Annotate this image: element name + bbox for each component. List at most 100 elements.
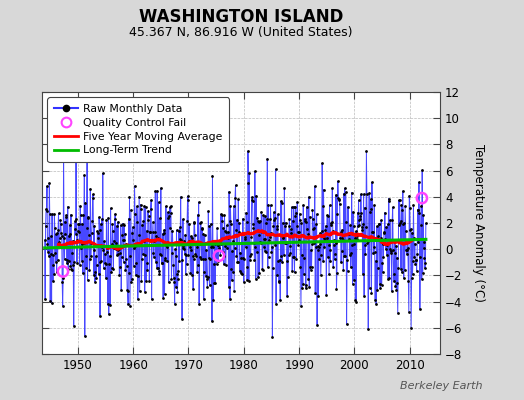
Point bbox=[217, 241, 225, 247]
Point bbox=[162, 244, 171, 251]
Point bbox=[206, 221, 215, 227]
Point bbox=[114, 250, 123, 257]
Point bbox=[392, 254, 401, 261]
Point bbox=[221, 242, 230, 249]
Point bbox=[85, 232, 93, 238]
Point bbox=[48, 262, 57, 268]
Point bbox=[257, 240, 265, 246]
Point bbox=[408, 271, 417, 278]
Point bbox=[345, 236, 353, 242]
Point bbox=[156, 215, 164, 222]
Point bbox=[284, 274, 292, 281]
Point bbox=[280, 252, 288, 258]
Point bbox=[210, 280, 219, 286]
Point bbox=[40, 237, 49, 243]
Point bbox=[167, 276, 176, 282]
Point bbox=[61, 218, 69, 225]
Point bbox=[89, 191, 97, 198]
Point bbox=[372, 301, 380, 307]
Point bbox=[348, 242, 356, 248]
Point bbox=[181, 232, 190, 238]
Point bbox=[353, 233, 362, 239]
Point bbox=[289, 254, 297, 260]
Point bbox=[67, 263, 75, 269]
Point bbox=[421, 260, 430, 266]
Point bbox=[158, 260, 166, 266]
Point bbox=[225, 188, 233, 195]
Point bbox=[394, 310, 402, 316]
Point bbox=[123, 263, 131, 269]
Point bbox=[239, 255, 247, 262]
Point bbox=[288, 268, 297, 274]
Point bbox=[384, 221, 392, 228]
Point bbox=[211, 280, 220, 286]
Point bbox=[368, 229, 377, 235]
Point bbox=[220, 212, 228, 218]
Point bbox=[392, 286, 400, 293]
Point bbox=[118, 220, 127, 227]
Point bbox=[160, 227, 168, 233]
Point bbox=[43, 183, 51, 189]
Point bbox=[141, 252, 149, 259]
Point bbox=[230, 203, 238, 209]
Point bbox=[82, 265, 90, 271]
Point bbox=[224, 229, 232, 235]
Point bbox=[59, 148, 68, 154]
Point bbox=[132, 260, 140, 266]
Point bbox=[326, 247, 335, 253]
Point bbox=[396, 220, 404, 226]
Point bbox=[266, 216, 274, 222]
Point bbox=[97, 220, 105, 227]
Point bbox=[315, 244, 323, 250]
Point bbox=[272, 223, 281, 230]
Point bbox=[328, 219, 336, 226]
Point bbox=[389, 270, 398, 277]
Point bbox=[365, 285, 374, 292]
Point bbox=[185, 244, 194, 250]
Point bbox=[358, 270, 367, 277]
Point bbox=[117, 286, 125, 293]
Point bbox=[298, 252, 307, 258]
Point bbox=[354, 197, 363, 204]
Point bbox=[210, 260, 218, 267]
Point bbox=[161, 255, 169, 262]
Point bbox=[240, 256, 248, 262]
Point bbox=[170, 275, 178, 282]
Point bbox=[98, 244, 106, 250]
Point bbox=[369, 250, 377, 256]
Point bbox=[101, 261, 110, 268]
Point bbox=[335, 201, 344, 207]
Point bbox=[104, 301, 112, 308]
Point bbox=[263, 216, 271, 222]
Point bbox=[41, 296, 49, 302]
Point bbox=[119, 259, 128, 265]
Point bbox=[235, 268, 244, 274]
Point bbox=[134, 296, 142, 302]
Point bbox=[127, 279, 136, 285]
Point bbox=[337, 248, 346, 254]
Point bbox=[355, 217, 364, 223]
Point bbox=[53, 257, 62, 264]
Point bbox=[191, 232, 199, 238]
Point bbox=[172, 227, 181, 234]
Point bbox=[143, 228, 151, 234]
Point bbox=[359, 221, 367, 227]
Point bbox=[147, 206, 155, 212]
Point bbox=[250, 168, 259, 174]
Point bbox=[226, 296, 234, 302]
Point bbox=[228, 248, 236, 254]
Point bbox=[185, 237, 193, 244]
Point bbox=[277, 200, 286, 206]
Point bbox=[241, 236, 249, 242]
Point bbox=[73, 259, 81, 266]
Point bbox=[181, 250, 189, 257]
Point bbox=[128, 276, 136, 282]
Point bbox=[236, 249, 244, 256]
Point bbox=[255, 219, 263, 225]
Point bbox=[189, 253, 197, 260]
Point bbox=[166, 225, 174, 232]
Point bbox=[164, 214, 172, 221]
Point bbox=[64, 266, 72, 272]
Point bbox=[305, 284, 313, 291]
Point bbox=[62, 214, 70, 221]
